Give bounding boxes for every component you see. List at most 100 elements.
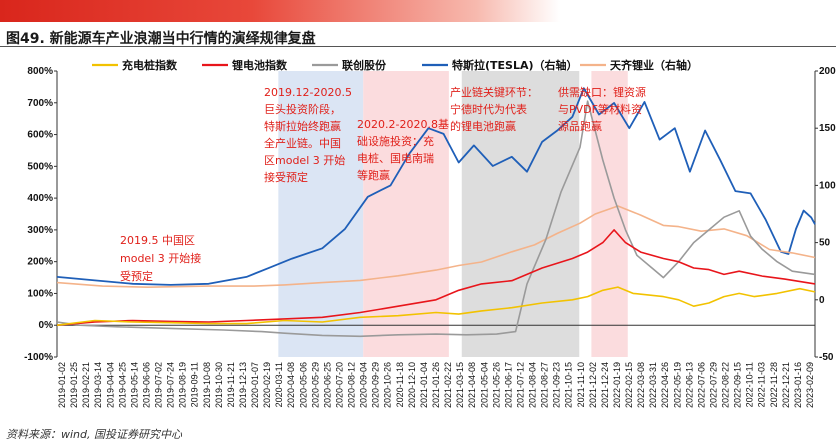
x-tick-label: 2023-02-09 <box>805 362 815 408</box>
x-tick-label: 2021-03-15 <box>455 362 465 408</box>
x-tick-label: 2019-08-19 <box>178 362 188 408</box>
left-axis: -100% 0% 100% 200% 300% 400% 500% 600% 700% 800% <box>24 66 57 363</box>
x-tick-label: 2022-06-13 <box>684 362 694 408</box>
x-tick-label: 2022-03-08 <box>636 362 646 408</box>
x-tick-label: 2019-02-21 <box>81 362 91 408</box>
x-tick-label: 2019-01-02 <box>57 362 67 408</box>
x-tick-label: 2022-03-31 <box>648 362 658 408</box>
title-divider <box>0 46 836 47</box>
x-tick-label: 2019-04-04 <box>105 362 115 408</box>
annotation-line: 宁德时代为代表 <box>450 102 527 116</box>
x-tick-label: 2019-12-13 <box>238 362 248 408</box>
x-tick-label: 2020-10-26 <box>383 362 393 408</box>
legend-label-tesla: 特斯拉(TESLA)（右轴） <box>452 58 578 72</box>
x-tick-label: 2021-05-26 <box>491 362 501 408</box>
annotation-line: model 3 开始接 <box>120 251 201 265</box>
right-axis: -50 0 50 100 150 200 <box>815 66 836 363</box>
x-tick-label: 2021-12-24 <box>600 362 610 408</box>
x-tick-label: 2021-01-26 <box>431 362 441 408</box>
x-tick-label: 2019-05-14 <box>129 362 139 408</box>
annotation-3: 产业链关键环节： 宁德时代为代表的锂电池跑赢 <box>450 85 538 133</box>
x-tick-label: 2020-09-04 <box>359 362 369 408</box>
series-lines <box>56 87 816 338</box>
y-right-tick-label: 200 <box>819 66 836 77</box>
x-tick-label: 2022-11-03 <box>757 362 767 407</box>
x-tick-label: 2020-06-25 <box>322 362 332 408</box>
x-tick-label: 2022-01-19 <box>612 362 622 408</box>
annotation-line: 的锂电池跑赢 <box>450 119 516 133</box>
shaded-period-2 <box>363 71 449 357</box>
x-tick-label: 2022-12-21 <box>781 362 791 408</box>
annotation-line: 等跑赢 <box>357 168 390 182</box>
series-line-tianqi <box>56 205 816 288</box>
y-left-tick-label: 400% <box>27 193 53 204</box>
x-tick-label: 2020-05-29 <box>310 362 320 408</box>
x-tick-label: 2021-05-04 <box>479 362 489 408</box>
annotation-line: 区model 3 开始 <box>264 153 345 167</box>
x-tick-label: 2019-10-30 <box>214 362 224 408</box>
header-gradient <box>0 0 560 22</box>
legend-label-lianchuang: 联创股份 <box>342 58 387 72</box>
legend-label-charger: 充电桩指数 <box>122 58 178 72</box>
x-tick-label: 2020-03-11 <box>274 362 284 407</box>
annotation-line: 产业链关键环节： <box>450 85 538 99</box>
annotation-2: 2020.2-2020.8基础设施投资：充电桩、国电南瑞等跑赢 <box>357 118 449 182</box>
x-tick-label: 2019-11-21 <box>226 362 236 407</box>
x-tick-label: 2021-01-04 <box>419 362 429 408</box>
annotations: 2019.12-2020.5 巨头投资阶段， 特斯拉始终跑赢全产业链。中国区mode… <box>120 85 646 283</box>
annotation-line: 2019.12-2020.5 <box>264 86 352 99</box>
x-tick-label: 2021-04-08 <box>467 362 477 408</box>
annotation-line: 受预定 <box>120 269 153 283</box>
annotation-line: 接受预定 <box>264 170 308 184</box>
y-right-tick-label: 150 <box>819 123 836 134</box>
annotation-4: 供需缺口：锂资源与PVDF等材料资源品跑赢 <box>558 85 646 133</box>
y-left-tick-label: 300% <box>27 225 53 236</box>
x-tick-label: 2020-11-18 <box>395 362 405 407</box>
x-axis: 2019-01-02 2019-01-25 2019-02-21 2019-03-14… <box>57 362 815 408</box>
series-line-lithium <box>56 229 816 326</box>
annotation-5: 2019.5 中国区 model 3 开始接受预定 <box>120 234 201 283</box>
y-right-tick-label: 50 <box>819 238 831 249</box>
x-tick-label: 2020-12-10 <box>407 362 417 408</box>
x-tick-label: 2022-04-26 <box>660 362 670 408</box>
x-tick-label: 2020-01-07 <box>250 362 260 408</box>
x-tick-label: 2023-01-16 <box>793 362 803 408</box>
x-tick-label: 2021-10-15 <box>564 362 574 408</box>
x-tick-label: 2022-05-19 <box>672 362 682 408</box>
x-tick-label: 2019-03-14 <box>93 362 103 408</box>
x-tick-label: 2022-02-15 <box>624 362 634 408</box>
x-tick-label: 2019-04-25 <box>117 362 127 408</box>
annotation-line: 全产业链。中国 <box>264 136 341 150</box>
x-tick-label: 2021-07-12 <box>515 362 525 408</box>
y-left-tick-label: 800% <box>27 66 53 77</box>
x-tick-label: 2019-07-02 <box>154 362 164 408</box>
y-left-tick-label: 100% <box>27 288 53 299</box>
series-line-lianchuang <box>56 100 816 338</box>
annotation-1: 2019.12-2020.5 巨头投资阶段， 特斯拉始终跑赢全产业链。中国区mode… <box>264 86 352 184</box>
legend: 充电桩指数 锂电池指数 联创股份 特斯拉(TESLA)（右轴） 天齐锂业（右轴） <box>92 58 698 72</box>
annotation-line: 2020.2-2020.8基 <box>357 118 449 131</box>
x-tick-label: 2020-05-06 <box>298 362 308 408</box>
x-tick-label: 2021-06-17 <box>503 362 513 408</box>
annotation-line: 特斯拉始终跑赢 <box>264 119 341 133</box>
series-line-tesla <box>56 87 816 286</box>
x-tick-label: 2019-10-08 <box>202 362 212 408</box>
y-left-tick-label: 0% <box>39 320 54 331</box>
series-line-charger <box>56 286 816 326</box>
annotation-line: 2019.5 中国区 <box>120 234 195 247</box>
source-note: 资料来源：wind, 国投证券研究中心 <box>6 428 182 441</box>
x-tick-label: 2020-07-20 <box>334 362 344 408</box>
x-tick-label: 2020-04-08 <box>286 362 296 408</box>
y-left-tick-label: 700% <box>27 98 53 109</box>
y-right-tick-label: -50 <box>819 352 834 363</box>
annotation-line: 供需缺口：锂资源 <box>558 85 646 99</box>
x-tick-label: 2020-08-12 <box>347 362 357 408</box>
x-tick-label: 2019-07-24 <box>166 362 176 408</box>
x-tick-label: 2019-06-06 <box>141 362 151 408</box>
legend-label-tianqi: 天齐锂业（右轴） <box>610 58 698 72</box>
x-tick-label: 2020-09-29 <box>371 362 381 408</box>
annotation-line: 础设施投资：充 <box>357 134 434 148</box>
x-tick-label: 2022-08-22 <box>721 362 731 408</box>
x-tick-label: 2022-07-29 <box>708 362 718 408</box>
